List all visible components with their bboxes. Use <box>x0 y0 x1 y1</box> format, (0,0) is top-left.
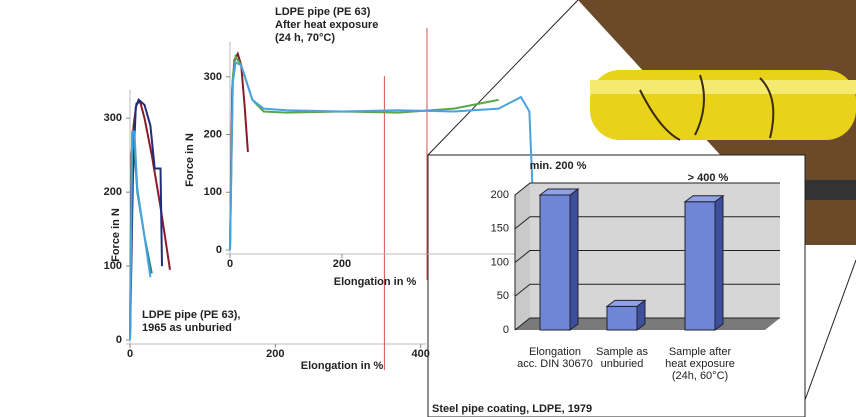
x-tick-label: Sample as <box>596 346 648 358</box>
y-tick-label: 300 <box>104 112 122 124</box>
y-tick-label: 0 <box>116 334 122 346</box>
pipe-highlight <box>590 80 856 94</box>
bar <box>539 194 571 331</box>
curve <box>129 97 163 341</box>
grid-line <box>514 182 780 196</box>
y-tick-label: 100 <box>204 186 222 198</box>
caption: Steel pipe coating, LDPE, 1979 <box>432 403 592 415</box>
y-tick-label: 200 <box>204 128 222 140</box>
bar-side <box>569 188 579 331</box>
bar-top <box>683 195 725 203</box>
chart-title: (24 h, 70°C) <box>275 32 335 44</box>
bar-top <box>538 188 580 196</box>
annotation: > 400 % <box>688 172 729 184</box>
x-axis-label: Elongation in % <box>301 360 384 372</box>
y-tick-label: 300 <box>204 71 222 83</box>
bar <box>684 201 716 331</box>
x-tick-label: 400 <box>412 348 430 360</box>
y-axis-label: Force in N <box>184 133 196 187</box>
y-tick-label: 100 <box>104 260 122 272</box>
y-tick-label: 200 <box>104 186 122 198</box>
y-axis-label: Force in N <box>110 208 122 262</box>
x-tick-label: 200 <box>266 348 284 360</box>
zoom-line <box>427 0 579 156</box>
y-tick-label: 50 <box>497 290 509 302</box>
y-tick-label: 0 <box>216 244 222 256</box>
zoom-line <box>804 259 856 401</box>
y-tick-label: 150 <box>491 223 509 235</box>
x-axis-label: Elongation in % <box>334 276 417 288</box>
bar-side <box>714 194 724 331</box>
steel-pipe <box>800 180 856 200</box>
chart-title: After heat exposure <box>275 19 378 31</box>
curve <box>129 130 152 341</box>
x-tick-label: acc. DIN 30670 <box>517 358 593 370</box>
x-tick-label: Elongation <box>529 346 581 358</box>
y-tick-label: 200 <box>491 189 509 201</box>
curve <box>229 60 536 251</box>
y-tick-label: 0 <box>503 324 509 336</box>
x-tick-label: 0 <box>127 348 133 360</box>
x-tick-label: (24h, 60°C) <box>672 370 728 382</box>
annotation: min. 200 % <box>530 160 587 172</box>
chart-title: 1965 as unburied <box>142 322 232 334</box>
chart-title: LDPE pipe (PE 63) <box>275 6 371 18</box>
chart-title: LDPE pipe (PE 63), <box>142 309 240 321</box>
x-tick-label: heat exposure <box>665 358 735 370</box>
pipe-cracks <box>639 74 775 141</box>
x-tick-label: Sample after <box>669 346 732 358</box>
x-tick-label: 0 <box>227 258 233 270</box>
bar <box>606 305 638 331</box>
x-tick-label: 200 <box>333 258 351 270</box>
x-tick-label: unburied <box>601 358 644 370</box>
bar-top <box>605 299 647 307</box>
y-tick-label: 100 <box>491 256 509 268</box>
